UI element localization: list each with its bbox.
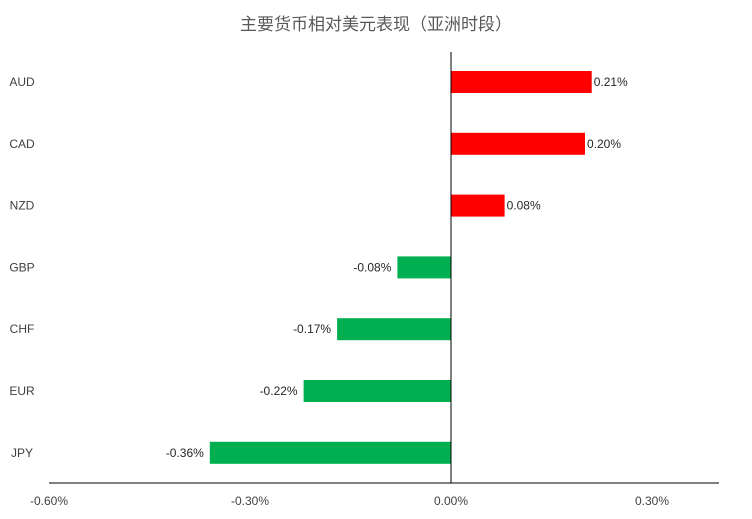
bar-gbp [397, 256, 451, 279]
data-label: 0.20% [587, 137, 621, 151]
x-tick-label: -0.60% [30, 494, 68, 508]
x-tick-label: -0.30% [231, 494, 269, 508]
data-label: 0.21% [594, 75, 628, 89]
bar-nzd [451, 194, 505, 217]
x-tick-label: 0.00% [434, 494, 468, 508]
chart-title: 主要货币相对美元表现（亚洲时段） [240, 15, 512, 35]
x-tick-label: 0.30% [635, 494, 669, 508]
category-label: CHF [10, 322, 35, 336]
data-label: -0.17% [293, 322, 331, 336]
category-label: GBP [9, 260, 34, 274]
category-label: NZD [10, 199, 35, 213]
data-label: -0.22% [260, 384, 298, 398]
data-label: -0.08% [353, 260, 391, 274]
category-label: EUR [9, 384, 35, 398]
bar-aud [451, 71, 592, 93]
bar-cad [451, 132, 585, 155]
category-label: JPY [11, 446, 33, 460]
data-label: -0.36% [166, 446, 204, 460]
bar-jpy [209, 441, 451, 464]
category-label: AUD [9, 75, 35, 89]
bar-chf [337, 318, 451, 341]
bar-eur [303, 380, 451, 402]
data-label: 0.08% [507, 199, 541, 213]
category-label: CAD [9, 137, 35, 151]
